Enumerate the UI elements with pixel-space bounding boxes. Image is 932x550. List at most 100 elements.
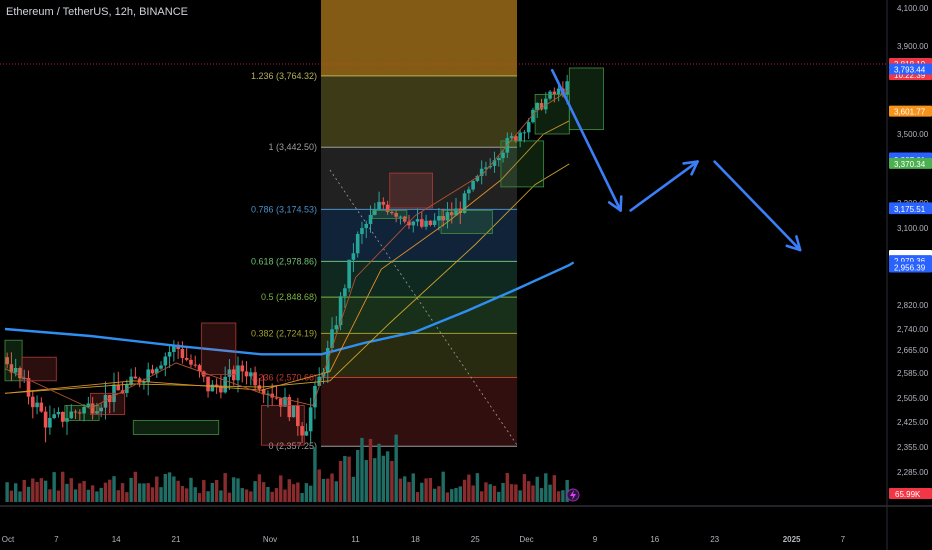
chart-title: Ethereum / TetherUS, 12h, BINANCE xyxy=(6,6,188,18)
x-tick-label: 2025 xyxy=(783,535,801,544)
candle-body xyxy=(197,365,202,372)
volume-bar xyxy=(184,488,189,502)
volume-bar xyxy=(475,473,480,502)
candle-body xyxy=(99,407,103,412)
volume-bar xyxy=(274,488,279,502)
candle-body xyxy=(467,189,471,194)
volume-bar xyxy=(497,491,501,502)
price-tag-label: 10:22:39 xyxy=(894,71,926,80)
demand-box xyxy=(534,94,570,135)
volume-bar xyxy=(13,483,18,502)
volume-bar xyxy=(210,482,215,502)
candle-body xyxy=(163,356,168,366)
candle-body xyxy=(180,349,185,358)
candle-body xyxy=(347,259,351,289)
volume-bar xyxy=(505,472,510,502)
volume-bar xyxy=(9,490,14,502)
volume-bar xyxy=(266,486,270,502)
volume-bar xyxy=(565,480,569,502)
x-tick-label: 25 xyxy=(471,535,480,544)
volume-bar xyxy=(283,489,287,502)
fib-label-1.236: 1.236 (3,764.32) xyxy=(251,71,317,81)
volume-bar xyxy=(308,485,313,502)
supply-box xyxy=(90,392,126,415)
candle-body xyxy=(330,329,334,348)
candle-body xyxy=(539,103,544,110)
volume-bar xyxy=(232,477,236,502)
candle-body xyxy=(398,216,403,218)
candle-body xyxy=(548,91,552,99)
candle-body xyxy=(52,414,56,419)
volume-bar xyxy=(189,477,193,502)
volume-bar xyxy=(167,472,172,502)
volume-bar xyxy=(479,491,484,502)
y-tick-label: 2,665.00 xyxy=(897,346,929,355)
volume-bar xyxy=(450,489,454,502)
price-tag-label: 3,175.51 xyxy=(894,205,926,214)
fib-zone-1.236 xyxy=(321,75,517,148)
candle-body xyxy=(69,411,74,419)
volume-bar xyxy=(103,482,108,502)
volume-bar xyxy=(296,482,300,502)
volume-bar xyxy=(467,474,471,502)
volume-bar xyxy=(501,482,505,502)
volume-bar xyxy=(351,476,356,502)
volume-bar xyxy=(304,483,309,502)
candle-body xyxy=(479,168,484,177)
candle-body xyxy=(210,384,215,392)
candle-body xyxy=(437,216,441,221)
candle-body xyxy=(441,216,445,221)
candle-body xyxy=(13,367,18,373)
candle-body xyxy=(35,402,39,408)
volume-bar xyxy=(236,478,240,502)
lightning-icon xyxy=(570,490,576,500)
fib-zone-top xyxy=(321,0,517,76)
candle-body xyxy=(56,412,61,415)
demand-box xyxy=(132,420,220,435)
candle-body xyxy=(296,405,300,427)
volume-bar xyxy=(334,481,339,502)
candle-body xyxy=(484,167,488,169)
volume-bar xyxy=(112,476,116,502)
volume-bar xyxy=(287,479,291,502)
candle-body xyxy=(334,325,339,330)
candle-body xyxy=(26,378,31,397)
candle-body xyxy=(137,378,142,383)
candle-body xyxy=(22,378,27,380)
candle-body xyxy=(313,385,317,408)
volume-bar xyxy=(441,471,445,502)
candle-body xyxy=(445,212,450,221)
volume-bar xyxy=(360,437,364,502)
volume-bar xyxy=(403,476,407,502)
candle-body xyxy=(78,412,82,414)
candle-body xyxy=(274,397,279,399)
candle-body xyxy=(116,384,121,391)
price-tag xyxy=(889,105,932,117)
volume-bar xyxy=(159,487,163,502)
price-tag-label: 3,793.44 xyxy=(894,65,926,74)
candle-body xyxy=(509,136,514,139)
price-tag xyxy=(889,63,932,75)
candle-body xyxy=(308,407,313,432)
candle-body xyxy=(48,418,52,428)
volume-bar xyxy=(428,478,433,502)
volume-bar xyxy=(108,479,112,502)
volume-bar xyxy=(394,434,398,502)
volume-bar xyxy=(338,460,343,502)
demand-box xyxy=(500,140,545,188)
volume-bar xyxy=(22,479,26,502)
ma-200-line xyxy=(4,261,575,356)
volume-bar xyxy=(31,478,35,502)
volume-bar xyxy=(26,486,31,502)
volume-bar xyxy=(90,485,95,502)
candle-body xyxy=(364,223,369,229)
candle-body xyxy=(95,411,99,414)
volume-bar xyxy=(48,489,52,502)
ma-slow-line xyxy=(4,163,570,394)
volume-bar xyxy=(556,491,561,502)
candle-body xyxy=(142,382,146,384)
projection-arrowhead xyxy=(619,195,623,212)
y-tick-label: 2,740.00 xyxy=(897,325,929,334)
candle-body xyxy=(189,359,193,365)
